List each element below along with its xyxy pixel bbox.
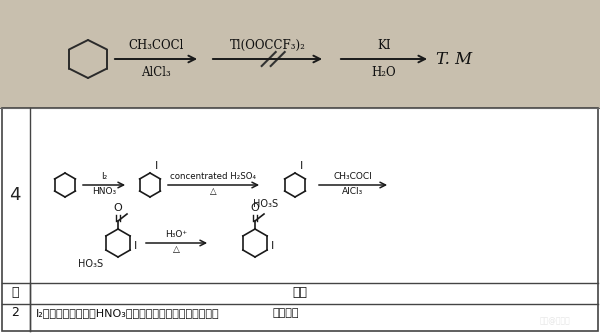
Bar (0, 0, 600, 108)
Text: 知乎@合题团: 知乎@合题团 (539, 316, 570, 325)
Text: I₂: I₂ (101, 172, 107, 181)
Text: H₂O: H₂O (371, 66, 397, 79)
Text: H₃O⁺: H₃O⁺ (166, 230, 188, 239)
Text: △: △ (210, 187, 217, 196)
Text: T. M: T. M (436, 51, 472, 68)
Text: 2: 2 (11, 306, 19, 319)
Text: 说明: 说明 (293, 286, 308, 299)
Text: 碳化反应: 碳化反应 (273, 308, 299, 318)
Text: AlCl₃: AlCl₃ (141, 66, 171, 79)
Text: △: △ (173, 245, 180, 254)
Text: O: O (113, 203, 122, 213)
Text: I: I (271, 241, 274, 251)
Text: I₂很不活泼，只有在HNO₃等氧化剖的作用下才能与苯发生: I₂很不活泼，只有在HNO₃等氧化剖的作用下才能与苯发生 (36, 308, 220, 318)
Text: CH₃COCl: CH₃COCl (334, 172, 373, 181)
Text: I: I (300, 161, 303, 171)
Text: Tl(OOCCF₃)₂: Tl(OOCCF₃)₂ (230, 39, 305, 52)
Text: AlCl₃: AlCl₃ (343, 187, 364, 196)
Text: HO₃S: HO₃S (78, 259, 103, 269)
Text: HO₃S: HO₃S (253, 199, 278, 209)
Text: CH₃COCl: CH₃COCl (128, 39, 184, 52)
Text: I: I (155, 161, 158, 171)
Text: KI: KI (377, 39, 391, 52)
Text: concentrated H₂SO₄: concentrated H₂SO₄ (170, 172, 257, 181)
Text: HNO₃: HNO₃ (92, 187, 116, 196)
Text: 4: 4 (9, 186, 21, 204)
Bar (2, 108, 598, 331)
Text: 步: 步 (11, 286, 19, 299)
Text: O: O (251, 203, 259, 213)
Text: I: I (134, 241, 137, 251)
